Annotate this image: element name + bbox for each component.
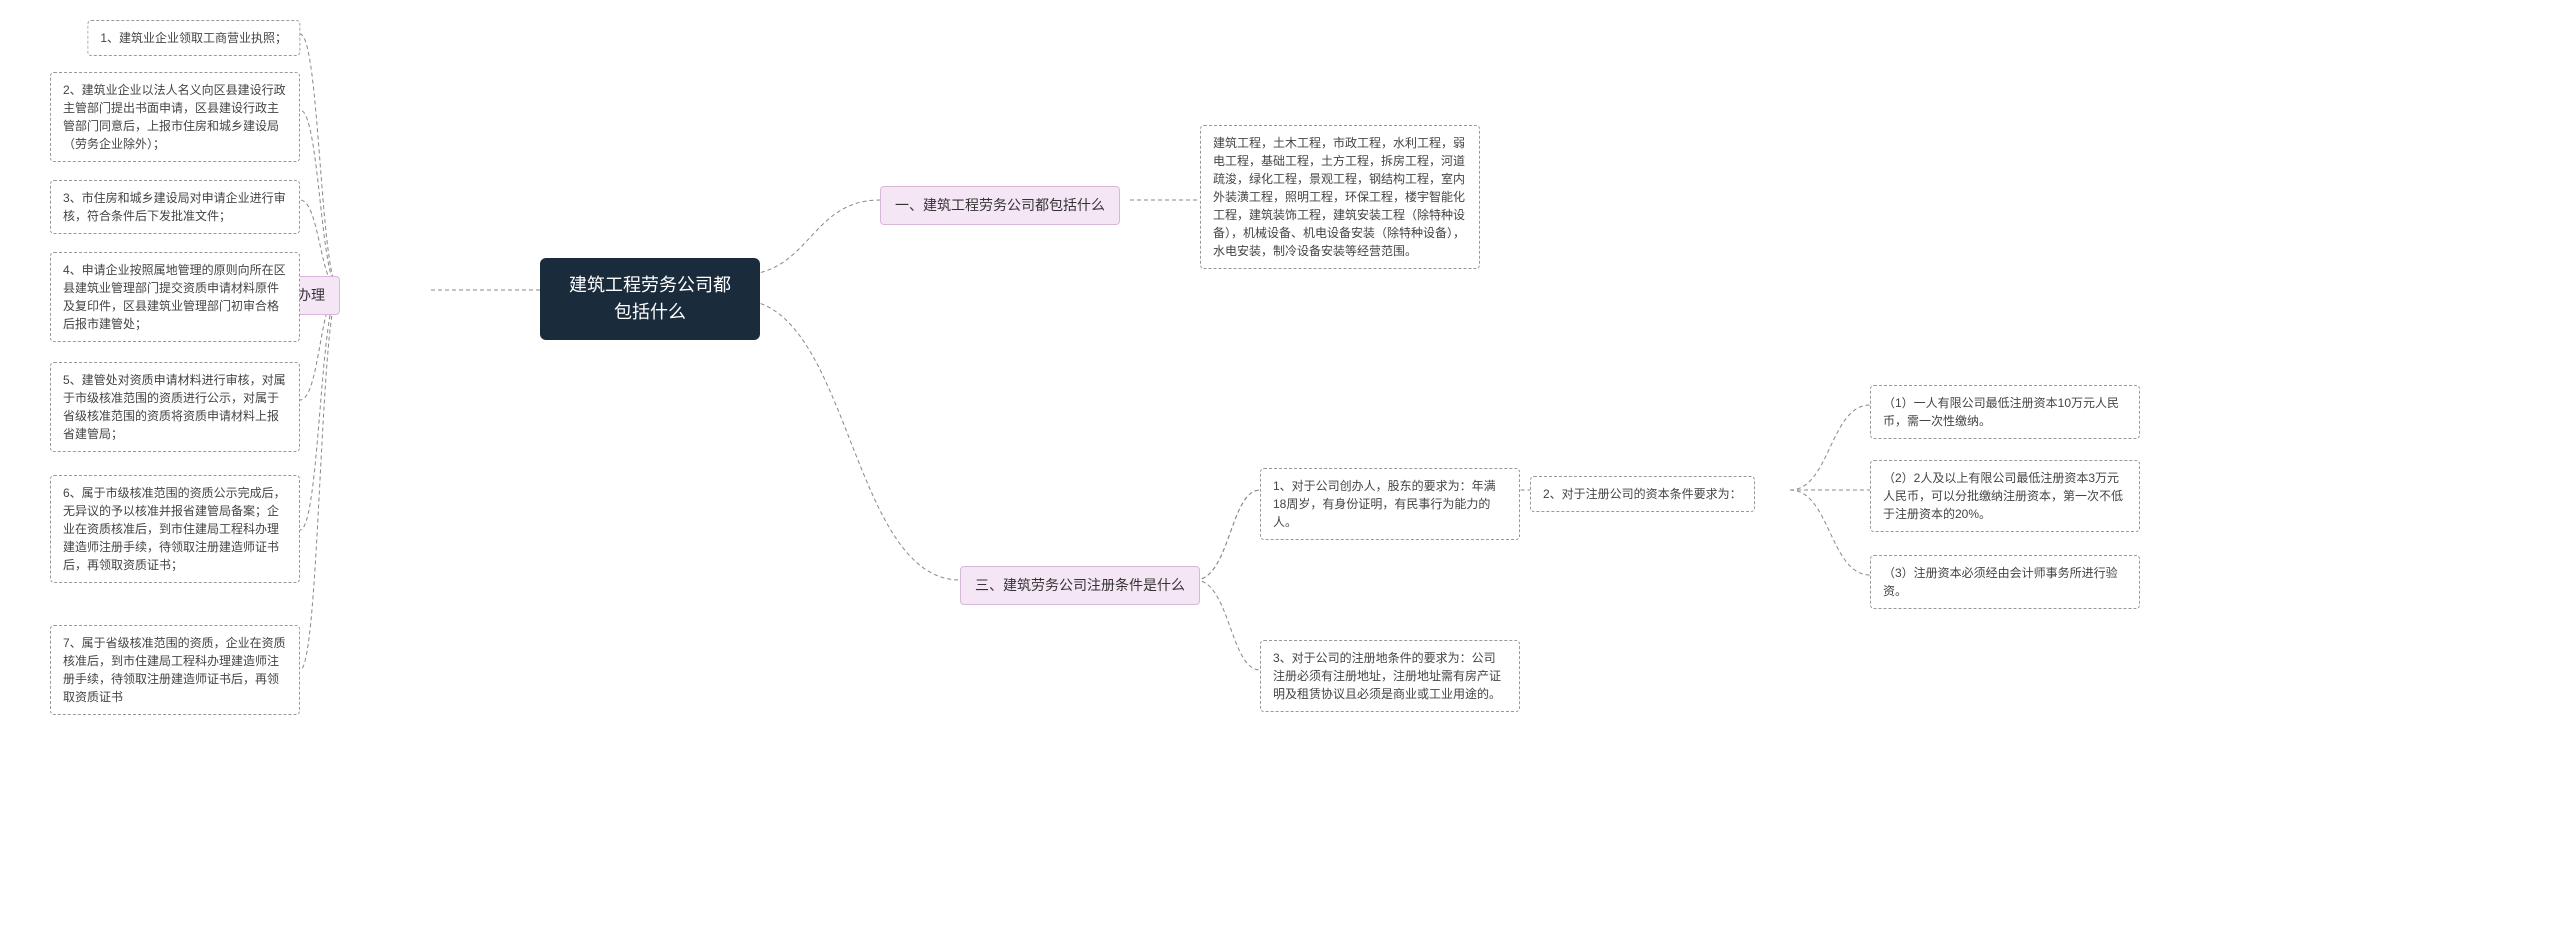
b2-leaf-4-text: 4、申请企业按照属地管理的原则向所在区县建筑业管理部门提交资质申请材料原件及复印… [63, 263, 286, 331]
b2-leaf-3: 3、市住房和城乡建设局对申请企业进行审核，符合条件后下发批准文件； [50, 180, 300, 234]
root-label: 建筑工程劳务公司都包括什么 [569, 275, 731, 322]
b3-l2-c3-text: （3）注册资本必须经由会计师事务所进行验资。 [1883, 566, 2118, 598]
b3-l2-child-2: （2）2人及以上有限公司最低注册资本3万元人民币，可以分批缴纳注册资本，第一次不… [1870, 460, 2140, 532]
b2-leaf-7-text: 7、属于省级核准范围的资质，企业在资质核准后，到市住建局工程科办理建造师注册手续… [63, 636, 286, 704]
b2-leaf-3-text: 3、市住房和城乡建设局对申请企业进行审核，符合条件后下发批准文件； [63, 191, 286, 223]
root-node: 建筑工程劳务公司都包括什么 [540, 258, 760, 340]
b2-leaf-5-text: 5、建管处对资质申请材料进行审核，对属于市级核准范围的资质进行公示，对属于省级核… [63, 373, 286, 441]
b2-leaf-2: 2、建筑业企业以法人名义向区县建设行政主管部门提出书面申请，区县建设行政主管部门… [50, 72, 300, 162]
b3-l2-c2-text: （2）2人及以上有限公司最低注册资本3万元人民币，可以分批缴纳注册资本，第一次不… [1883, 471, 2123, 521]
b3-l2-child-1: （1）一人有限公司最低注册资本10万元人民币，需一次性缴纳。 [1870, 385, 2140, 439]
b3-leaf-1: 1、对于公司创办人，股东的要求为：年满18周岁，有身份证明，有民事行为能力的人。 [1260, 468, 1520, 540]
b2-leaf-1: 1、建筑业企业领取工商营业执照； [87, 20, 300, 56]
b3-leaf-1-text: 1、对于公司创办人，股东的要求为：年满18周岁，有身份证明，有民事行为能力的人。 [1273, 479, 1496, 529]
b3-leaf-3: 3、对于公司的注册地条件的要求为：公司注册必须有注册地址，注册地址需有房产证明及… [1260, 640, 1520, 712]
b3-leaf-2: 2、对于注册公司的资本条件要求为： [1530, 476, 1755, 512]
b2-leaf-1-text: 1、建筑业企业领取工商营业执照； [100, 31, 287, 45]
branch-1-leaf: 建筑工程，土木工程，市政工程，水利工程，弱电工程，基础工程，土方工程，拆房工程，… [1200, 125, 1480, 269]
branch-3-label: 三、建筑劳务公司注册条件是什么 [975, 577, 1185, 593]
branch-1: 一、建筑工程劳务公司都包括什么 [880, 186, 1120, 225]
b2-leaf-2-text: 2、建筑业企业以法人名义向区县建设行政主管部门提出书面申请，区县建设行政主管部门… [63, 83, 286, 151]
b3-leaf-3-text: 3、对于公司的注册地条件的要求为：公司注册必须有注册地址，注册地址需有房产证明及… [1273, 651, 1501, 701]
branch-1-leaf-text: 建筑工程，土木工程，市政工程，水利工程，弱电工程，基础工程，土方工程，拆房工程，… [1213, 136, 1465, 258]
b2-leaf-7: 7、属于省级核准范围的资质，企业在资质核准后，到市住建局工程科办理建造师注册手续… [50, 625, 300, 715]
b3-l2-c1-text: （1）一人有限公司最低注册资本10万元人民币，需一次性缴纳。 [1883, 396, 2119, 428]
branch-1-label: 一、建筑工程劳务公司都包括什么 [895, 197, 1105, 213]
b3-l2-child-3: （3）注册资本必须经由会计师事务所进行验资。 [1870, 555, 2140, 609]
b3-leaf-2-text: 2、对于注册公司的资本条件要求为： [1543, 487, 1742, 501]
b2-leaf-6-text: 6、属于市级核准范围的资质公示完成后，无异议的予以核准并报省建管局备案；企业在资… [63, 486, 286, 572]
b2-leaf-4: 4、申请企业按照属地管理的原则向所在区县建筑业管理部门提交资质申请材料原件及复印… [50, 252, 300, 342]
b2-leaf-6: 6、属于市级核准范围的资质公示完成后，无异议的予以核准并报省建管局备案；企业在资… [50, 475, 300, 583]
b2-leaf-5: 5、建管处对资质申请材料进行审核，对属于市级核准范围的资质进行公示，对属于省级核… [50, 362, 300, 452]
branch-3: 三、建筑劳务公司注册条件是什么 [960, 566, 1200, 605]
